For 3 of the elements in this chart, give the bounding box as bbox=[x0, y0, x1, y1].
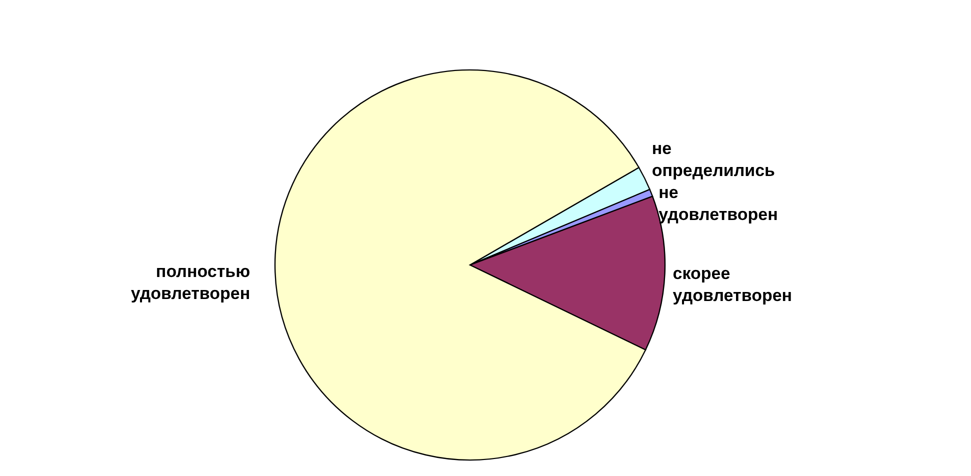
slice-label: полностью удовлетворен bbox=[130, 262, 250, 304]
slice-label: не удовлетворен bbox=[658, 182, 778, 224]
slice-label: скорее удовлетворен bbox=[672, 264, 792, 305]
